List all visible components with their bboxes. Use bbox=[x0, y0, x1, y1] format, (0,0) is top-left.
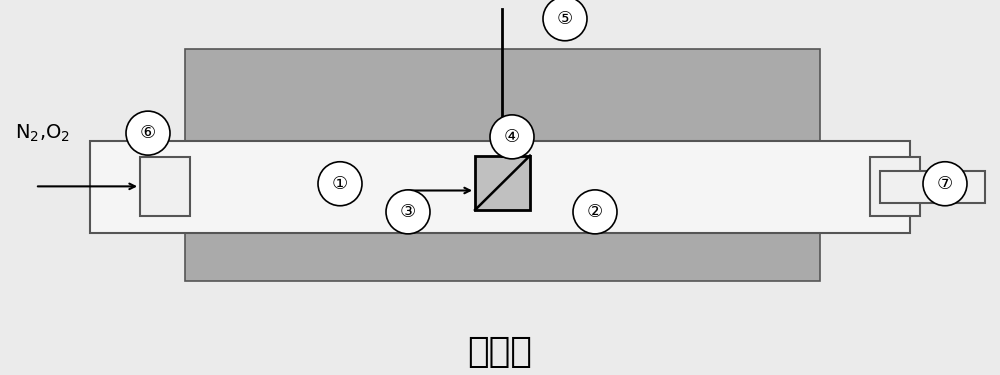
Ellipse shape bbox=[923, 162, 967, 206]
Text: 管式炉: 管式炉 bbox=[468, 336, 532, 369]
Bar bbox=[475, 156, 530, 210]
Text: ③: ③ bbox=[400, 203, 416, 221]
Ellipse shape bbox=[543, 0, 587, 41]
Ellipse shape bbox=[318, 162, 362, 206]
Ellipse shape bbox=[386, 190, 430, 234]
Bar bbox=[90, 141, 910, 232]
Text: ⑤: ⑤ bbox=[557, 10, 573, 28]
Ellipse shape bbox=[573, 190, 617, 234]
Ellipse shape bbox=[126, 111, 170, 155]
Text: ⑦: ⑦ bbox=[937, 175, 953, 193]
Bar bbox=[140, 158, 190, 216]
Text: N$_2$,O$_2$: N$_2$,O$_2$ bbox=[15, 123, 70, 144]
Bar bbox=[880, 171, 985, 202]
Text: ⑥: ⑥ bbox=[140, 124, 156, 142]
Text: ①: ① bbox=[332, 175, 348, 193]
Text: ④: ④ bbox=[504, 128, 520, 146]
Bar bbox=[870, 158, 920, 216]
Text: ②: ② bbox=[587, 203, 603, 221]
Ellipse shape bbox=[490, 115, 534, 159]
Bar bbox=[185, 49, 820, 281]
